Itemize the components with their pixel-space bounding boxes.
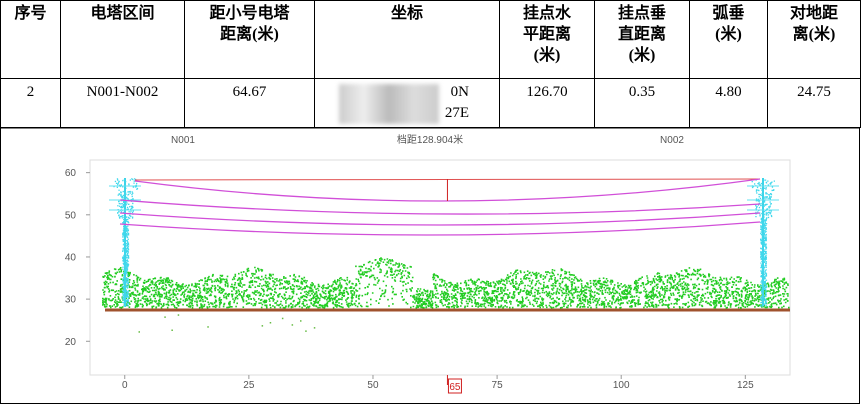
stray-point (313, 327, 316, 329)
cell-text: 距小号电塔 (209, 5, 290, 22)
wire (119, 212, 761, 226)
wire (119, 199, 761, 215)
data-cell: 64.67 (185, 78, 315, 128)
tower-points (113, 178, 139, 307)
stray-point (261, 325, 264, 327)
cell-text: 挂点水 (522, 5, 571, 22)
stray-point (291, 324, 294, 326)
stray-point (171, 329, 173, 331)
cell-text: 直距离 (617, 26, 666, 43)
cell-text: 0N (450, 84, 469, 100)
stray-point (164, 316, 166, 318)
header-cell: 弧垂 (米) (690, 0, 768, 79)
chart-label: N001 (171, 135, 195, 146)
cell-text: 27E (444, 105, 469, 121)
x-tick-label: 100 (613, 380, 630, 391)
cell-text: (米) (715, 26, 742, 43)
header-cell: 序号 (1, 0, 61, 79)
data-cell: 0.35 (595, 78, 690, 128)
blurred-coordinate (339, 84, 439, 124)
x-tick-label: 0 (122, 380, 128, 391)
data-cell: 0N 27E (315, 78, 500, 128)
stray-point (300, 320, 302, 322)
x-tick-label: 25 (243, 380, 255, 391)
stray-point (177, 314, 180, 316)
cell-text: 序号 (14, 5, 47, 22)
header-cell: 挂点垂直距离 (米) (595, 0, 690, 79)
cell-text: 0.35 (628, 84, 656, 100)
chart: N001 档距128.904米 N002 20 30 40 50 60 0 25 50 75 100 12… (0, 128, 860, 404)
data-cell: 24.75 (768, 78, 861, 128)
cell-text: N001-N002 (86, 84, 159, 100)
marker-box (447, 378, 462, 394)
header-cell: 距小号电塔距离(米) (185, 0, 315, 79)
wire (119, 221, 761, 236)
cell-text: 126.70 (526, 84, 568, 100)
y-tick-label: 30 (65, 295, 77, 306)
header-cell: 电塔区间 (61, 0, 185, 79)
x-tick-label: 125 (737, 380, 754, 391)
y-tick-label: 50 (65, 210, 77, 221)
cell-text: 挂点垂 (617, 5, 666, 22)
data-cell: N001-N002 (61, 78, 185, 128)
cell-text: 2 (26, 84, 35, 100)
cell-text: 24.75 (797, 84, 831, 100)
x-tick-label: 50 (367, 380, 379, 391)
y-tick-label: 20 (65, 337, 77, 348)
stray-point (207, 326, 209, 328)
header-cell: 对地距离(米) (768, 0, 861, 79)
data-cell: 126.70 (500, 78, 595, 128)
stray-point (269, 322, 272, 324)
cell-text: 坐标 (390, 5, 423, 22)
cell-text: 电塔区间 (90, 5, 155, 22)
data-cell: 2 (1, 78, 61, 128)
cell-text: 弧垂 (712, 5, 745, 22)
stray-point (138, 331, 140, 333)
cell-text: 距离(米) (220, 26, 279, 43)
y-tick-label: 40 (65, 252, 77, 263)
plot-area (89, 159, 791, 376)
marker-label: 65 (449, 382, 461, 393)
table: 序号 电塔区间 距小号电塔距离(米) 坐标 挂点水平距离 (米) 挂点垂直距离 (米) 弧垂 (米… (0, 0, 861, 128)
vegetation (102, 257, 790, 309)
tower-points (751, 178, 775, 307)
header-cell: 挂点水平距离 (米) (500, 0, 595, 79)
cell-text: 平距离 (522, 26, 571, 43)
header-cell: 坐标 (315, 0, 500, 79)
stray-point (281, 317, 284, 320)
cell-text: 4.80 (715, 84, 742, 100)
chart-label: 档距128.904米 (397, 133, 463, 146)
cell-text: 对地距 (789, 5, 838, 22)
chart-label: N002 (660, 135, 684, 146)
cell-text: 离(米) (792, 26, 836, 43)
data-cell: 4.80 (690, 78, 768, 128)
cell-text: (米) (533, 47, 561, 64)
cell-text: (米) (628, 47, 656, 64)
x-tick-label: 75 (492, 380, 504, 391)
cell-text: 64.67 (232, 84, 267, 100)
y-tick-label: 60 (65, 168, 77, 179)
stray-point (305, 330, 307, 332)
